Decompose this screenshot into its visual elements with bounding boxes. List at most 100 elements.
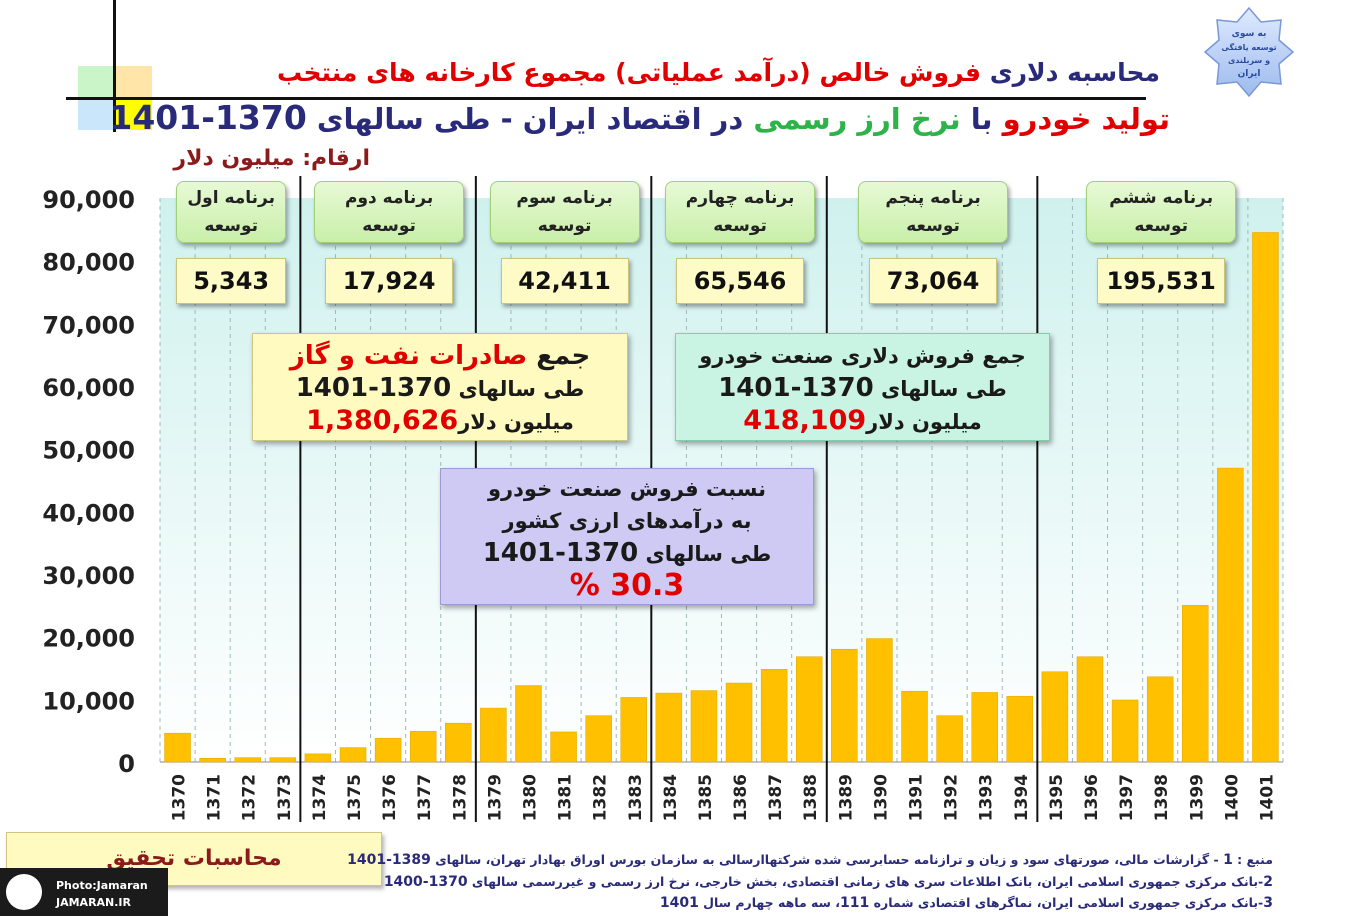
bar-1386 (725, 682, 753, 763)
bar-1382 (585, 715, 612, 763)
decor-square-orange (116, 66, 152, 102)
bar-1396 (1076, 656, 1104, 763)
x-tick-label: 1392 (942, 774, 962, 821)
unit-label: ارقام: میلیون دلار (173, 146, 370, 171)
decor-square-blue (78, 100, 118, 130)
bar-1375 (339, 747, 367, 763)
x-tick-label: 1387 (766, 774, 786, 821)
x-tick-label: 1398 (1152, 774, 1172, 821)
program-total-5: 73,064 (869, 258, 998, 304)
bar-1378 (445, 722, 472, 763)
watermark-icon (6, 874, 42, 910)
title2-part3: نرخ ارز رسمی (743, 102, 961, 136)
bar-1399 (1182, 605, 1209, 763)
x-tick-label: 1383 (626, 774, 646, 821)
source-1-text: - گزارشات مالی، صورتهای سود و زیان و ترا… (430, 852, 1224, 867)
program-label-2: برنامه دوم توسعه (314, 181, 465, 243)
bar-1377 (409, 731, 437, 763)
program-label-line2: توسعه (362, 216, 416, 236)
y-tick-label: 50,000 (42, 437, 135, 465)
x-tick-label: 1397 (1117, 774, 1137, 821)
car-box-l2: طی سالهای (873, 377, 1007, 401)
svg-text:توسعه یافتگی: توسعه یافتگی (1221, 42, 1276, 52)
program-label-line1: برنامه چهارم (685, 188, 795, 208)
car-box-value: 418,109 (743, 405, 867, 436)
bar-1376 (374, 737, 402, 763)
x-tick-label: 1391 (907, 774, 927, 821)
x-tick-label: 1401 (1257, 774, 1277, 821)
x-tick-label: 1384 (661, 774, 681, 821)
source-line-2: 2-بانک مرکزی جمهوری اسلامی ایران، بانک ا… (384, 874, 1273, 890)
y-tick-label: 80,000 (42, 249, 135, 277)
y-tick-label: 30,000 (42, 562, 135, 590)
bar-1370 (164, 732, 191, 763)
program-total-3: 42,411 (500, 258, 629, 304)
bar-1379 (480, 707, 507, 763)
car-box-l1: جمع فروش دلاری صنعت خودرو (699, 344, 1026, 368)
bar-1391 (901, 690, 928, 763)
source-line-3: 3-بانک مرکزی جمهوری اسلامی ایران، نماگره… (660, 895, 1273, 911)
ratio-box-value: % 30.3 (569, 568, 685, 603)
bar-1401 (1252, 232, 1279, 763)
program-label-line1: برنامه دوم (344, 188, 434, 208)
y-tick-label: 40,000 (42, 499, 135, 527)
ratio-box-l1: نسبت فروش صنعت خودرو (487, 477, 766, 501)
title2-part4: در اقتصاد ایران - طی سالهای (306, 102, 744, 136)
y-tick-label: 90,000 (42, 186, 135, 214)
x-tick-label: 1389 (836, 774, 856, 821)
program-label-line2: توسعه (906, 216, 960, 236)
chart-title-line1: محاسبه دلاری فروش خالص (درآمد عملیاتی) م… (160, 58, 1160, 87)
program-label-3: برنامه سوم توسعه (489, 181, 640, 243)
y-tick-label: 0 (118, 750, 135, 778)
oil-box-value: 1,380,626 (306, 405, 459, 436)
program-label-line1: برنامه اول (187, 188, 275, 208)
svg-text:به سوی: به سوی (1232, 29, 1267, 39)
title1-part2: فروش خالص (810, 58, 981, 87)
bar-1384 (655, 692, 683, 763)
source-2-text: -بانک مرکزی جمهوری اسلامی ایران، بانک اط… (467, 874, 1264, 889)
x-tick-label: 1372 (240, 774, 260, 821)
source-3-text2: ، سه ماهه چهارم سال (698, 895, 841, 910)
bar-1395 (1041, 671, 1069, 763)
ratio-box-l2: به درآمدهای ارزی کشور (502, 509, 752, 533)
bar-1393 (971, 692, 998, 763)
title2-part1: تولید خودرو (992, 102, 1170, 136)
x-tick-label: 1371 (205, 774, 225, 821)
bar-1373 (269, 757, 297, 763)
program-label-line2: توسعه (1134, 216, 1188, 236)
ratio-box-l3: طی سالهای (638, 542, 772, 566)
x-tick-label: 1386 (731, 774, 751, 821)
x-tick-label: 1373 (275, 774, 295, 821)
car-sales-box: جمع فروش دلاری صنعت خودرو طی سالهای 1370… (675, 333, 1050, 441)
decor-square-green (78, 66, 118, 102)
bar-1371 (199, 757, 226, 763)
oil-box-l1b: صادرات نفت و گاز (289, 341, 528, 371)
title2-part2: با (960, 102, 993, 136)
bar-1394 (1006, 695, 1034, 763)
bar-1385 (690, 690, 718, 763)
x-tick-label: 1399 (1187, 774, 1207, 821)
program-label-6: برنامه ششم توسعه (1086, 181, 1237, 243)
photo-watermark: Photo:Jamaran JAMARAN.IR (0, 868, 168, 916)
program-total-6: 195,531 (1097, 258, 1226, 304)
program-total-1: 5,343 (176, 258, 287, 304)
y-tick-label: 60,000 (42, 374, 135, 402)
oil-box-years: 1370-1401 (295, 373, 452, 403)
program-total-4: 65,546 (676, 258, 805, 304)
x-tick-label: 1400 (1222, 774, 1242, 821)
program-label-5: برنامه پنجم توسعه (858, 181, 1009, 243)
ratio-box-years: 1370-1401 (482, 538, 639, 568)
source-3-text: -بانک مرکزی جمهوری اسلامی ایران، نماگرها… (869, 895, 1264, 910)
x-tick-label: 1374 (310, 774, 330, 821)
watermark-line2: JAMARAN.IR (56, 896, 131, 909)
y-tick-label: 10,000 (42, 687, 135, 715)
bar-1400 (1217, 467, 1244, 763)
ratio-box: نسبت فروش صنعت خودرو به درآمدهای ارزی کش… (440, 468, 814, 605)
program-label-line2: توسعه (204, 216, 259, 236)
bar-1374 (304, 753, 332, 763)
program-label-1: برنامه اول توسعه (176, 181, 287, 243)
oil-box-l1a: جمع (527, 341, 591, 371)
y-tick-label: 70,000 (42, 311, 135, 339)
x-tick-label: 1370 (170, 774, 190, 821)
